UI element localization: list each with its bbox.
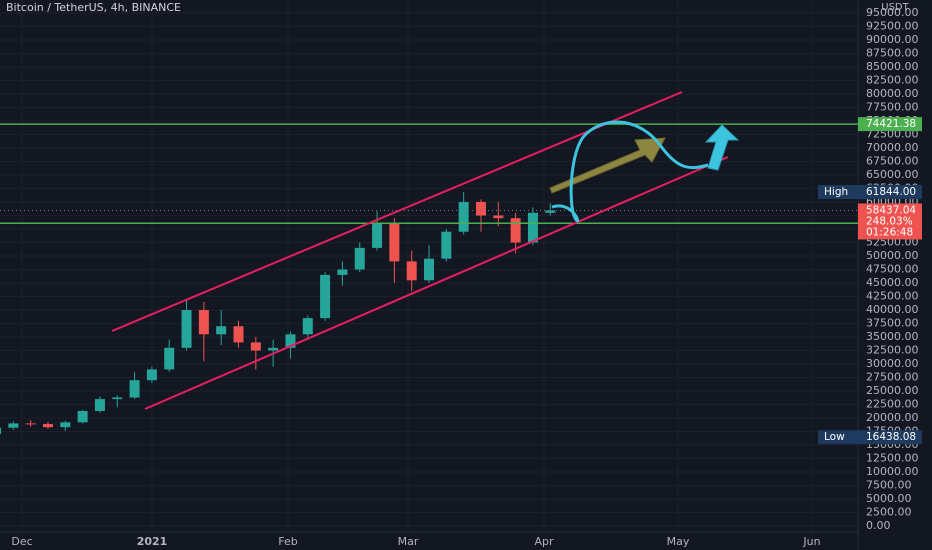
x-tick-label: Apr [534,535,554,548]
y-tick-label: 92500.00 [866,20,919,33]
y-tick-label: 27500.00 [866,371,919,384]
candle-body [302,318,313,335]
y-tick-label: 67500.00 [866,155,919,168]
low-tag [818,430,922,445]
high-tag [818,185,922,200]
candle-body [285,334,296,348]
candle-body [475,202,486,216]
y-tick-label: 70000.00 [866,141,919,154]
x-tick-label: 2021 [137,535,168,548]
y-tick-label: 20000.00 [866,411,919,424]
candle-body [320,274,331,319]
candle-body [60,422,71,428]
y-tick-label: 32500.00 [866,344,919,357]
x-tick-label: Dec [11,535,32,548]
y-tick-label: 40000.00 [866,303,919,316]
x-tick-label: Feb [278,535,297,548]
price-axis [858,0,932,550]
candle-body [527,212,538,243]
last-tag [858,203,922,240]
candle-body [268,347,279,351]
candle-body [510,218,521,243]
candle-body [337,269,348,275]
y-tick-label: 65000.00 [866,168,919,181]
y-tick-label: 87500.00 [866,47,919,60]
candle-body [112,397,123,400]
high-tag-name: High [824,186,848,198]
chart-title: Bitcoin / TetherUS, 4h, BINANCE [6,1,181,14]
candle-body [250,342,261,351]
high-tag-label: 61844.00 [866,186,916,198]
candle-body [198,310,209,335]
y-tick-label: 30000.00 [866,357,919,370]
candle-body [441,231,452,259]
y-tick-label: 90000.00 [866,33,919,46]
candle-body [129,380,140,398]
y-tick-label: 85000.00 [866,60,919,73]
last-tag-label: 58437.04 [866,204,916,216]
candle-body [0,427,2,435]
last-tag-countdown: 01:26:48 [866,226,913,238]
y-tick-label: 35000.00 [866,330,919,343]
currency: USDT [881,2,909,13]
y-tick-label: 25000.00 [866,384,919,397]
candle-body [146,369,157,381]
candle-body [25,423,36,425]
candle-body [424,258,435,281]
low-tag-name: Low [824,431,845,443]
x-tick-label: Mar [398,535,419,548]
y-tick-label: 5000.00 [866,492,912,505]
y-tick-label: 95000.00 [866,6,919,19]
drawings [111,91,740,410]
candle-body [354,247,365,270]
candle-body [8,423,19,428]
arrow-olive [549,137,666,194]
candle-body [42,423,53,428]
y-tick-label: 10000.00 [866,465,919,478]
y-tick-label: 2500.00 [866,506,912,519]
candle-body [389,223,400,262]
last-tag-change: 248.03% [866,215,913,227]
candle-body [164,347,175,370]
channel-lower [144,156,729,410]
candle-body [181,310,192,348]
y-tick-label: 12500.00 [866,452,919,465]
candle-body [458,202,469,232]
y-tick-label: 7500.00 [866,479,912,492]
candle-body [545,210,556,213]
candle-body [493,215,504,219]
y-tick-label: 42500.00 [866,290,919,303]
candle-body [77,410,88,423]
y-tick-label: 22500.00 [866,398,919,411]
x-tick-label: Jun [802,535,820,548]
candle-body [406,261,417,281]
y-tick-label: 0.00 [866,519,891,532]
y-tick-label: 37500.00 [866,317,919,330]
low-tag-label: 16438.08 [866,431,916,443]
y-tick-label: 82500.00 [866,74,919,87]
y-tick-label: 45000.00 [866,276,919,289]
y-tick-label: 47500.00 [866,263,919,276]
level-tag-label: 74421.38 [866,118,916,130]
y-tick-label: 80000.00 [866,87,919,100]
y-tick-label: 77500.00 [866,101,919,114]
y-tick-label: 50000.00 [866,249,919,262]
x-tick-label: May [667,535,690,548]
candle-body [372,223,383,248]
candle-body [233,326,244,343]
arrow-cyan [704,124,740,171]
candle-body [216,326,227,335]
path-curve [551,120,709,223]
candle-body [94,399,105,411]
level-tag [858,117,922,132]
